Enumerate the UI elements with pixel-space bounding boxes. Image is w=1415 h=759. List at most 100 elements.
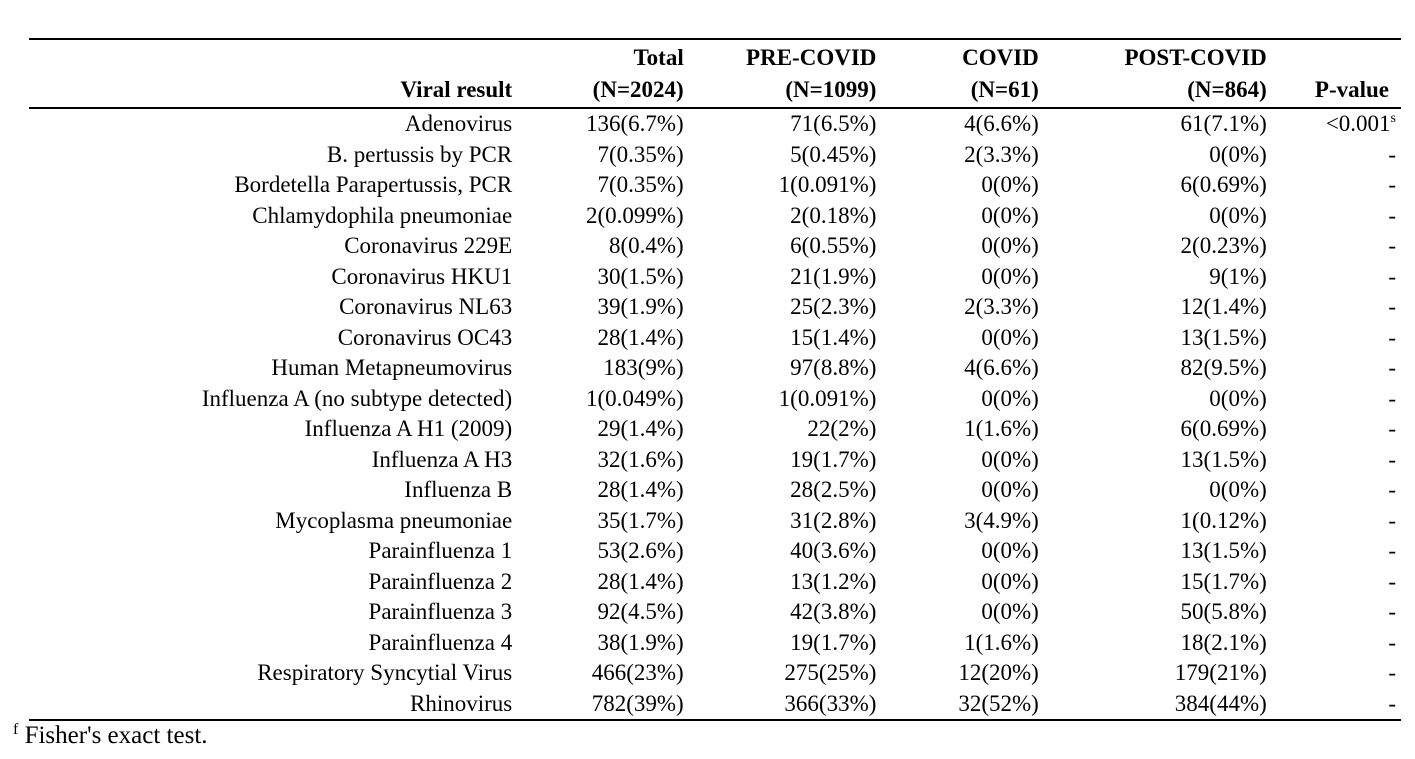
- p-value-cell: -: [1267, 262, 1401, 293]
- covid-cell-text: 0(0%): [981, 477, 1039, 502]
- viral-result-cell: Parainfluenza 3: [29, 597, 513, 628]
- pre-covid-cell-text: 1(0.091%): [778, 385, 877, 411]
- viral-result-cell-text: Influenza A H3: [371, 446, 513, 472]
- viral-result-cell: Influenza A H1 (2009): [29, 414, 513, 445]
- table-row: Coronavirus HKU1 30(1.5%) 21(1.9%) 0(0%) 9(1…: [29, 262, 1401, 293]
- p-value-cell-text: -: [1388, 233, 1396, 258]
- p-value-cell: -: [1267, 170, 1401, 201]
- pre-covid-cell-text: 19(1.7%): [790, 446, 877, 472]
- viral-result-cell-text: Parainfluenza 3: [368, 599, 513, 624]
- total-cell-text: 466(23%): [591, 660, 684, 685]
- header-cell-pre-covid: PRE-COVID (N=1099): [683, 40, 877, 109]
- post-covid-cell: 13(1.5%): [1039, 323, 1267, 354]
- header-line1: [1267, 42, 1389, 74]
- table-row: Influenza A H3 32(1.6%) 19(1.7%) 0(0%) 13(1.…: [29, 445, 1401, 476]
- table-row: Mycoplasma pneumoniae 35(1.7%) 31(2.8%) 3(4…: [29, 506, 1401, 537]
- viral-result-cell-text: Influenza A H1 (2009): [304, 416, 513, 441]
- covid-cell-text: 1(1.6%): [964, 629, 1039, 655]
- total-cell-text: 29(1.4%): [597, 416, 684, 441]
- covid-cell-text: 2(3.3%): [964, 294, 1039, 319]
- total-cell-text: 38(1.9%): [597, 629, 684, 655]
- post-covid-cell-text: 9(1%): [1209, 263, 1267, 289]
- total-cell: 7(0.35%): [512, 170, 683, 201]
- covid-cell: 0(0%): [876, 536, 1038, 567]
- covid-cell: 0(0%): [876, 262, 1038, 293]
- total-cell-text: 30(1.5%): [597, 263, 684, 289]
- p-value-cell-text: -: [1388, 202, 1396, 228]
- covid-cell: 0(0%): [876, 445, 1038, 476]
- total-cell: 782(39%): [512, 688, 684, 721]
- pre-covid-cell-text: 97(8.8%): [790, 355, 877, 380]
- covid-cell: 4(6.6%): [876, 353, 1039, 384]
- post-covid-cell: 61(7.1%): [1039, 108, 1267, 140]
- viral-result-cell: Rhinovirus: [29, 688, 513, 721]
- viral-result-cell-text: B. pertussis by PCR: [326, 141, 513, 167]
- post-covid-cell: 13(1.5%): [1039, 536, 1267, 567]
- pre-covid-cell-text: 5(0.45%): [790, 141, 877, 167]
- table-row: Coronavirus NL63 39(1.9%) 25(2.3%) 2(3.3%) 1…: [29, 292, 1401, 323]
- p-value-cell: -: [1267, 140, 1401, 171]
- covid-cell-text: 0(0%): [981, 599, 1039, 624]
- table-row: Respiratory Syncytial Virus 466(23%) 275(2…: [29, 658, 1401, 689]
- table-row: Influenza A (no subtype detected) 1(0.049…: [29, 384, 1401, 415]
- total-cell-text: 8(0.4%): [608, 233, 684, 258]
- viral-result-cell: Parainfluenza 4: [29, 628, 513, 659]
- p-value-cell-text: -: [1388, 568, 1396, 594]
- viral-result-cell: Bordetella Parapertussis, PCR: [29, 170, 512, 201]
- post-covid-cell-text: 6(0.69%): [1180, 172, 1267, 197]
- pre-covid-cell: 2(0.18%): [684, 201, 876, 232]
- viral-result-cell: Adenovirus: [29, 108, 512, 140]
- pre-covid-cell: 31(2.8%): [684, 506, 877, 537]
- p-value-cell-text: -: [1388, 538, 1396, 563]
- pre-covid-cell-text: 366(33%): [784, 690, 877, 716]
- post-covid-cell: 0(0%): [1039, 201, 1266, 232]
- p-value-cell: -: [1267, 384, 1401, 415]
- pre-covid-cell: 28(2.5%): [684, 475, 876, 506]
- pre-covid-cell: 366(33%): [683, 688, 877, 721]
- total-cell-text: 1(0.049%): [585, 385, 684, 411]
- viral-result-cell: Coronavirus NL63: [29, 292, 512, 323]
- covid-cell: 0(0%): [876, 384, 1038, 415]
- viral-result-cell: Human Metapneumovirus: [29, 353, 512, 384]
- p-value-cell-text: -: [1388, 263, 1396, 289]
- total-cell-text: 2(0.099%): [585, 202, 684, 228]
- pre-covid-cell-text: 25(2.3%): [790, 294, 877, 319]
- p-value-cell-text: -: [1388, 141, 1396, 167]
- p-value-cell: -: [1267, 658, 1401, 689]
- p-value-cell: -: [1267, 475, 1401, 506]
- post-covid-cell: 0(0%): [1039, 140, 1266, 171]
- p-value-cell: -: [1267, 567, 1401, 598]
- viral-result-cell: Coronavirus HKU1: [29, 262, 512, 293]
- covid-cell-text: 4(6.6%): [964, 111, 1039, 136]
- pre-covid-cell: 40(3.6%): [684, 536, 876, 567]
- post-covid-cell: 0(0%): [1039, 475, 1266, 506]
- pre-covid-cell-text: 15(1.4%): [790, 324, 877, 350]
- viral-result-cell-text: Adenovirus: [404, 111, 513, 136]
- covid-cell-text: 12(20%): [958, 660, 1039, 685]
- p-value-cell-text: -: [1388, 629, 1396, 655]
- p-value-cell: -: [1267, 201, 1401, 232]
- viral-result-cell: Mycoplasma pneumoniae: [29, 506, 512, 537]
- table-row: Bordetella Parapertussis, PCR 7(0.35%) 1(0…: [29, 170, 1401, 201]
- total-cell-text: 782(39%): [591, 690, 684, 716]
- table-row: Parainfluenza 1 53(2.6%) 40(3.6%) 0(0%) 13(1…: [29, 536, 1401, 567]
- header-cell-total: Total (N=2024): [512, 40, 684, 109]
- p-value-cell-text: -: [1388, 355, 1396, 380]
- pre-covid-cell-text: 31(2.8%): [790, 507, 877, 533]
- covid-cell-text: 0(0%): [981, 385, 1039, 411]
- viral-result-cell-text: Coronavirus 229E: [344, 233, 513, 258]
- total-cell: 39(1.9%): [512, 292, 683, 323]
- table-row: Chlamydophila pneumoniae 2(0.099%) 2(0.18%…: [29, 201, 1401, 232]
- covid-cell-text: 2(3.3%): [964, 141, 1039, 167]
- p-value-superscript: s: [1390, 111, 1396, 126]
- table-body: Adenovirus 136(6.7%) 71(6.5%) 4(6.6%) 61(7.1…: [29, 108, 1401, 721]
- p-value-cell-text: <0.001: [1325, 111, 1391, 136]
- covid-cell: 3(4.9%): [876, 506, 1039, 537]
- covid-cell: 2(3.3%): [876, 292, 1039, 323]
- post-covid-cell: 9(1%): [1039, 262, 1267, 293]
- post-covid-cell-text: 61(7.1%): [1180, 111, 1267, 136]
- footnote: f Fisher's exact test.: [13, 720, 208, 752]
- viral-result-cell-text: Respiratory Syncytial Virus: [257, 660, 513, 685]
- pre-covid-cell: 15(1.4%): [684, 323, 877, 354]
- header-line1: Total: [633, 45, 684, 70]
